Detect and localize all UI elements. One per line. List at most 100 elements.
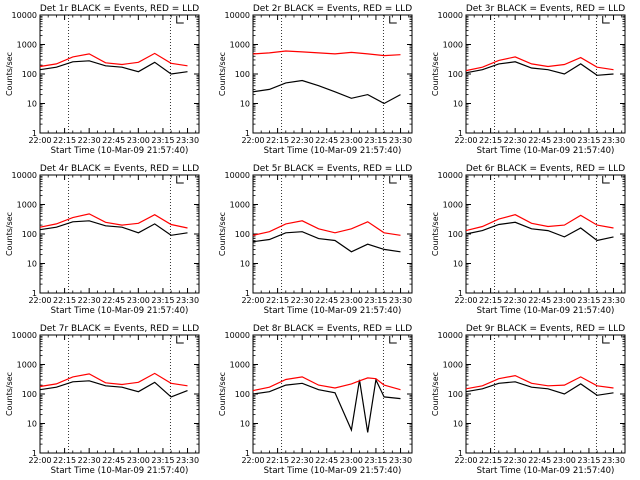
x-tick-label: 23:30 xyxy=(176,296,199,305)
y-tick-label: 1000 xyxy=(443,41,463,50)
y-tick-label: 10 xyxy=(240,420,250,429)
y-axis-label: Counts/sec xyxy=(5,52,14,96)
y-tick-label: 1000 xyxy=(230,361,250,370)
x-tick-label: 23:30 xyxy=(389,296,412,305)
y-tick-label: 10000 xyxy=(225,11,250,20)
panel-title: Det 2r BLACK = Events, RED = LLD xyxy=(253,4,412,14)
x-tick-label: 23:00 xyxy=(127,456,150,465)
y-tick-label: 10000 xyxy=(438,11,463,20)
y-tick-label: 1000 xyxy=(17,201,37,210)
x-tick-label: 22:00 xyxy=(241,296,264,305)
y-tick-label: 10000 xyxy=(225,171,250,180)
y-tick-label: 1 xyxy=(32,129,37,138)
x-tick-label: 22:45 xyxy=(315,296,338,305)
y-tick-label: 10000 xyxy=(12,171,37,180)
bracket-marker xyxy=(389,16,397,24)
x-tick-label: 23:15 xyxy=(364,296,387,305)
y-axis-label: Counts/sec xyxy=(5,212,14,256)
x-tick-label: 22:45 xyxy=(102,296,125,305)
x-tick-label: 23:15 xyxy=(364,136,387,145)
y-tick-label: 10 xyxy=(453,420,463,429)
x-tick-label: 22:30 xyxy=(291,136,314,145)
x-tick-label: 22:00 xyxy=(241,456,264,465)
bracket-marker xyxy=(602,176,610,184)
x-tick-label: 23:00 xyxy=(127,296,150,305)
x-tick-label: 22:30 xyxy=(78,456,101,465)
x-tick-label: 23:30 xyxy=(389,136,412,145)
y-tick-label: 1 xyxy=(458,129,463,138)
y-axis-label: Counts/sec xyxy=(431,52,440,96)
x-tick-label: 23:00 xyxy=(340,136,363,145)
y-tick-label: 100 xyxy=(22,230,37,239)
plot-frame xyxy=(465,14,626,134)
bracket-marker xyxy=(389,176,397,184)
x-tick-label: 22:00 xyxy=(28,456,51,465)
detector-panel-2: Det 2r BLACK = Events, RED = LLD 1 10 100 10… xyxy=(218,4,413,156)
y-tick-label: 10 xyxy=(27,100,37,109)
x-tick-label: 22:45 xyxy=(102,456,125,465)
x-tick-label: 23:00 xyxy=(127,136,150,145)
x-tick-label: 22:15 xyxy=(479,296,502,305)
y-tick-label: 1000 xyxy=(230,201,250,210)
x-tick-label: 22:00 xyxy=(454,456,477,465)
y-tick-label: 100 xyxy=(448,230,463,239)
plot-frame xyxy=(465,174,626,294)
x-tick-label: 23:30 xyxy=(176,456,199,465)
detector-panel-4: Det 4r BLACK = Events, RED = LLD 1 10 100 10… xyxy=(5,164,200,316)
y-tick-label: 10000 xyxy=(12,11,37,20)
series-lld-line xyxy=(39,52,188,68)
series-lld-line xyxy=(252,50,401,57)
panel-title: Det 9r BLACK = Events, RED = LLD xyxy=(466,324,625,334)
series-events-line xyxy=(252,377,401,433)
series-lld-line xyxy=(39,213,188,229)
x-tick-label: 22:15 xyxy=(53,296,76,305)
series-events-line xyxy=(39,380,188,398)
x-tick-label: 22:30 xyxy=(504,136,527,145)
y-tick-label: 10000 xyxy=(438,331,463,340)
y-tick-label: 10 xyxy=(453,260,463,269)
x-tick-label: 23:15 xyxy=(151,136,174,145)
x-tick-label: 23:15 xyxy=(577,296,600,305)
bracket-marker xyxy=(602,16,610,24)
x-tick-label: 22:00 xyxy=(241,136,264,145)
y-tick-label: 100 xyxy=(448,70,463,79)
bracket-marker xyxy=(176,16,184,24)
x-tick-label: 22:30 xyxy=(78,296,101,305)
y-tick-label: 10000 xyxy=(225,331,250,340)
y-tick-label: 10000 xyxy=(12,331,37,340)
y-tick-label: 1 xyxy=(245,289,250,298)
series-lld-line xyxy=(465,214,614,232)
detector-panel-3: Det 3r BLACK = Events, RED = LLD 1 10 100 10… xyxy=(431,4,626,156)
y-tick-label: 100 xyxy=(22,70,37,79)
x-tick-label: 22:45 xyxy=(528,296,551,305)
x-tick-label: 23:30 xyxy=(602,296,625,305)
y-tick-label: 1000 xyxy=(443,201,463,210)
panel-title: Det 4r BLACK = Events, RED = LLD xyxy=(40,164,199,174)
y-tick-label: 1 xyxy=(245,129,250,138)
x-tick-label: 22:30 xyxy=(291,456,314,465)
x-tick-label: 22:15 xyxy=(53,136,76,145)
x-tick-label: 22:45 xyxy=(315,136,338,145)
x-tick-label: 23:00 xyxy=(553,456,576,465)
detector-panel-9: Det 9r BLACK = Events, RED = LLD 1 10 100 10… xyxy=(431,324,626,476)
y-tick-label: 100 xyxy=(448,390,463,399)
x-tick-label: 22:45 xyxy=(528,456,551,465)
y-axis-label: Counts/sec xyxy=(218,212,227,256)
y-tick-label: 10 xyxy=(453,100,463,109)
panel-title: Det 7r BLACK = Events, RED = LLD xyxy=(40,324,199,334)
y-tick-label: 1 xyxy=(32,289,37,298)
panel-title: Det 5r BLACK = Events, RED = LLD xyxy=(253,164,412,174)
series-events-line xyxy=(465,61,614,76)
x-tick-label: 22:15 xyxy=(479,136,502,145)
y-tick-label: 1000 xyxy=(17,361,37,370)
y-axis-label: Counts/sec xyxy=(431,372,440,416)
series-events-line xyxy=(39,60,188,75)
series-events-line xyxy=(252,231,401,253)
x-tick-label: 22:45 xyxy=(102,136,125,145)
x-tick-label: 23:30 xyxy=(602,456,625,465)
x-tick-label: 23:15 xyxy=(151,456,174,465)
panel-title: Det 1r BLACK = Events, RED = LLD xyxy=(40,4,199,14)
y-tick-label: 100 xyxy=(22,390,37,399)
x-axis-label: Start Time (10-Mar-09 21:57:40) xyxy=(264,466,402,476)
x-tick-label: 23:15 xyxy=(577,456,600,465)
